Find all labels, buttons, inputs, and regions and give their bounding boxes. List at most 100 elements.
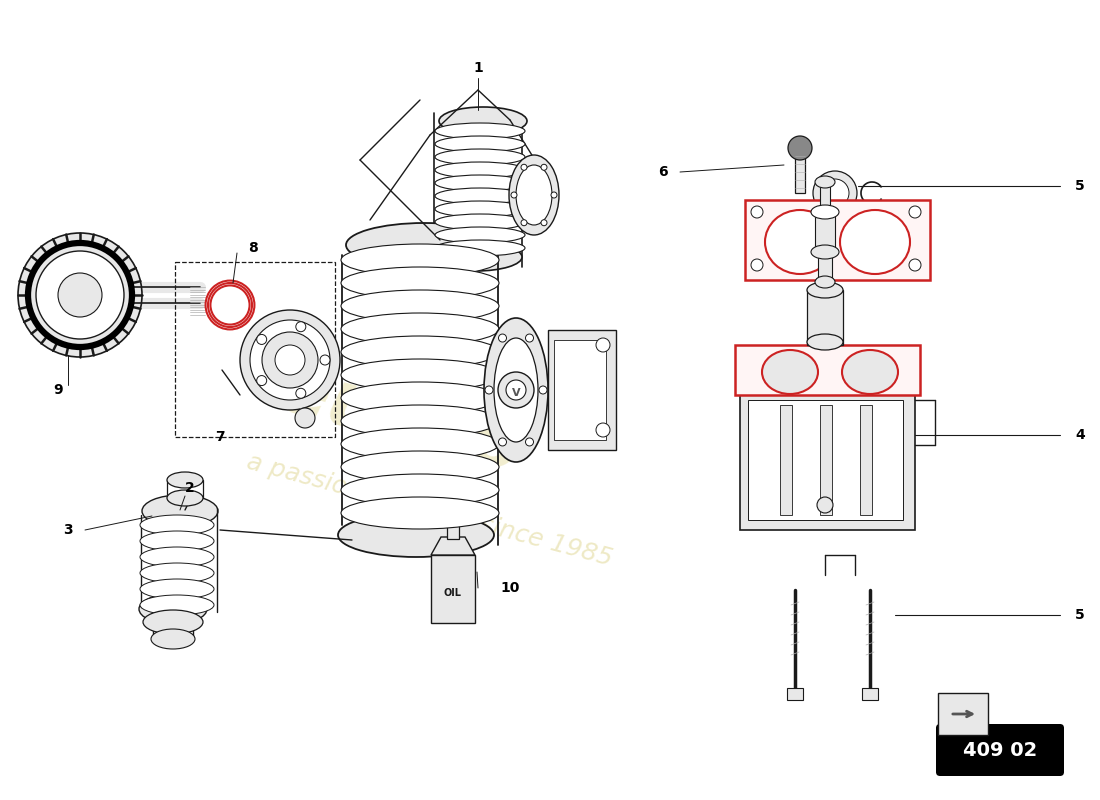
Ellipse shape [140,563,214,583]
Circle shape [256,334,266,345]
Ellipse shape [341,359,499,391]
Circle shape [296,388,306,398]
Circle shape [498,438,506,446]
Ellipse shape [516,165,552,225]
Bar [780,405,792,515]
Bar [735,345,920,395]
Ellipse shape [815,276,835,288]
Ellipse shape [842,350,898,394]
Ellipse shape [140,547,214,567]
Text: a passion for parts since 1985: a passion for parts since 1985 [244,450,616,570]
Ellipse shape [346,223,502,267]
Ellipse shape [807,334,843,350]
Circle shape [296,322,306,332]
Bar [860,405,872,515]
Ellipse shape [167,472,204,488]
Ellipse shape [140,579,214,599]
Circle shape [18,233,142,357]
Bar [175,262,336,437]
Text: europ: europ [270,352,530,488]
Ellipse shape [840,210,910,274]
Circle shape [909,206,921,218]
Ellipse shape [275,345,305,375]
Ellipse shape [341,336,499,368]
Circle shape [751,259,763,271]
Circle shape [506,380,526,400]
Bar [820,405,832,515]
Ellipse shape [509,155,559,235]
Bar [818,252,832,284]
Circle shape [596,338,611,352]
Circle shape [541,164,547,170]
Ellipse shape [821,179,849,207]
Ellipse shape [434,136,525,152]
Ellipse shape [140,515,214,535]
Ellipse shape [341,451,499,483]
Text: 1: 1 [473,61,483,75]
Circle shape [58,273,102,317]
Ellipse shape [139,594,207,624]
Ellipse shape [434,149,525,165]
Ellipse shape [341,382,499,414]
Circle shape [485,386,493,394]
Text: 5: 5 [1075,608,1085,622]
Text: V: V [512,388,520,398]
Ellipse shape [434,201,525,217]
Circle shape [295,408,315,428]
Circle shape [521,220,527,226]
Ellipse shape [140,595,214,615]
Ellipse shape [434,123,525,139]
Ellipse shape [341,267,499,299]
Circle shape [498,334,506,342]
Bar [740,390,915,530]
Bar [795,148,805,193]
Circle shape [751,206,763,218]
Ellipse shape [151,629,195,649]
Ellipse shape [815,176,835,188]
Ellipse shape [813,171,857,215]
Circle shape [526,334,534,342]
Bar [554,340,606,440]
Ellipse shape [439,107,527,135]
Circle shape [36,251,124,339]
Circle shape [539,386,547,394]
Bar [862,688,878,700]
Ellipse shape [341,405,499,437]
Ellipse shape [434,188,525,204]
Text: 4: 4 [1075,428,1085,442]
Circle shape [521,164,527,170]
Ellipse shape [240,310,340,410]
Ellipse shape [341,313,499,345]
Ellipse shape [338,513,494,557]
Text: 10: 10 [500,581,519,595]
Ellipse shape [434,175,525,191]
Ellipse shape [341,290,499,322]
Text: 2: 2 [185,481,195,495]
Circle shape [551,192,557,198]
Ellipse shape [807,282,843,298]
Ellipse shape [811,245,839,259]
Ellipse shape [341,497,499,529]
Ellipse shape [434,240,525,256]
Circle shape [788,136,812,160]
Ellipse shape [341,244,499,276]
Bar [815,212,835,254]
Circle shape [498,372,534,408]
Circle shape [909,259,921,271]
Circle shape [512,192,517,198]
Circle shape [596,423,611,437]
Circle shape [320,355,330,365]
Bar [748,400,903,520]
Ellipse shape [142,495,218,527]
Text: 3: 3 [63,523,73,537]
Circle shape [541,220,547,226]
Ellipse shape [167,490,204,506]
Bar [548,330,616,450]
Bar [820,182,830,214]
FancyBboxPatch shape [936,724,1064,776]
Ellipse shape [434,227,525,243]
Ellipse shape [341,428,499,460]
Text: 6: 6 [658,165,668,179]
Ellipse shape [762,350,818,394]
Ellipse shape [434,214,525,230]
